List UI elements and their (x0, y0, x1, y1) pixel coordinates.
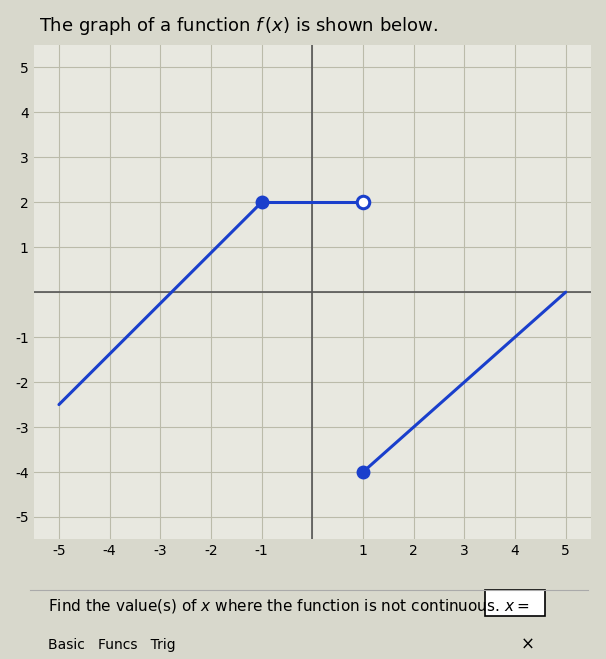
Text: Find the value(s) of $x$ where the function is not continuous. $x=$: Find the value(s) of $x$ where the funct… (48, 597, 530, 616)
Text: ×: × (521, 635, 535, 654)
Text: Basic   Funcs   Trig: Basic Funcs Trig (48, 637, 176, 652)
Text: The graph of a function $f\,(x)$ is shown below.: The graph of a function $f\,(x)$ is show… (39, 15, 438, 37)
